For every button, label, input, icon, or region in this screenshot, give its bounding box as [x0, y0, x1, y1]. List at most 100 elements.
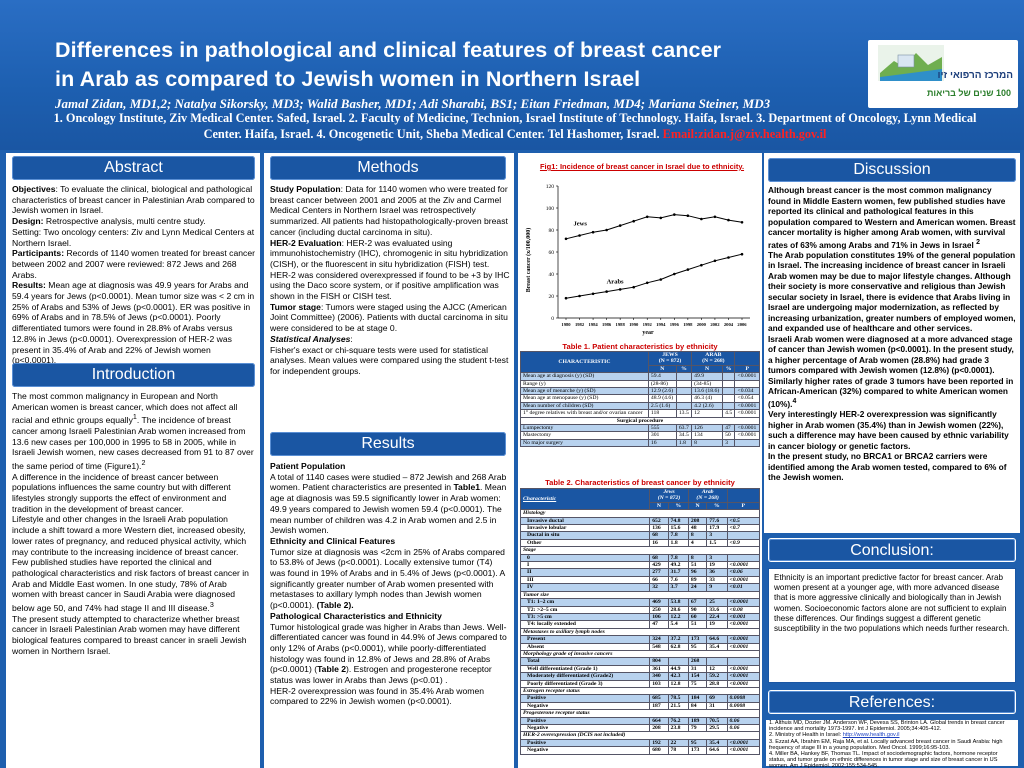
- pce-text-b: ). Estrogen and progesterone receptor st…: [270, 664, 492, 686]
- table1: CHARACTERISTIC JEWS (N = 872) ARAB (N = 26…: [520, 350, 760, 448]
- t1-h-char: CHARACTERISTIC: [520, 350, 649, 374]
- row-label: II: [519, 568, 651, 577]
- table-cell: 3: [706, 553, 728, 563]
- table-cell: 103: [649, 679, 669, 688]
- table-row: Absent 548 62.8 95 35.4 <0.0001: [519, 642, 760, 651]
- t1-h-pct1: %: [675, 364, 693, 374]
- logo-hospital-name: המרכז הרפואי זיו: [937, 70, 1013, 81]
- table-cell: 35.4: [706, 642, 728, 651]
- stats-text: Fisher's exact or chi-square tests were …: [270, 344, 509, 376]
- table-cell: 21.5: [667, 701, 689, 711]
- data-point-arabs: [632, 285, 635, 289]
- table-cell: 7.8: [667, 553, 689, 563]
- table-row: T4: locally extended 47 5.4 51 19 <0.0001: [519, 620, 760, 629]
- abstract-results-text: Mean age at diagnosis was 49.9 years for…: [12, 280, 255, 366]
- table-cell: 268: [687, 657, 708, 666]
- data-point-jews: [673, 213, 676, 216]
- health-ministry-link[interactable]: http://www.health.gov.il: [842, 732, 900, 739]
- table2-body: Histology Invasive ductal 652 74.8 208 77.6 <0…: [519, 509, 760, 755]
- table-row: Range (y) (28-86) (34-85): [520, 379, 760, 389]
- logo-graphic-icon: [878, 45, 944, 81]
- conclusion-box: Ethnicity is an important predictive fac…: [768, 568, 1016, 683]
- objectives-text: : To evaluate the clinical, biological a…: [12, 184, 255, 216]
- table-cell: <0.0001: [726, 575, 760, 585]
- row-label: Negative: [519, 723, 651, 733]
- y-tick-label: 60: [549, 250, 555, 256]
- table-cell: 555: [647, 424, 677, 433]
- abstract-body: Objectives: To evaluate the clinical, bi…: [12, 184, 256, 366]
- discussion-heading: Discussion: [768, 158, 1016, 182]
- t2-h-n1: N: [649, 501, 669, 511]
- table-row: T3: >5 cm 106 12.2 60 22.4 <0.001: [519, 612, 760, 622]
- row-label: Total: [519, 657, 651, 666]
- table-cell: <0.0001: [734, 409, 760, 418]
- t1-h-n2: N: [691, 364, 724, 374]
- table-cell: 1.8: [675, 438, 693, 448]
- table-cell: 78: [667, 746, 689, 755]
- setting-text: Setting: Two oncology centers: Ziv and L…: [12, 226, 255, 248]
- her2-label: HER-2 Evaluation: [270, 237, 342, 248]
- intro-ref-3: 3: [209, 601, 214, 610]
- logo-anniversary: 100 שנים של בריאות: [926, 88, 1011, 98]
- table-cell: 16: [647, 438, 677, 448]
- table-cell: (28-86): [647, 379, 677, 389]
- table-cell: 64.6: [706, 746, 728, 755]
- table-cell: 189: [687, 716, 708, 726]
- table-cell: <0.0001: [726, 642, 760, 651]
- table-cell: <0.06: [726, 568, 760, 577]
- table-group-row: HER-2 overexpression (DCIS not included): [520, 731, 760, 740]
- results-her2: HER-2 overexpression was found in 35.4% …: [270, 685, 484, 707]
- table-cell: <0.0001: [726, 620, 760, 629]
- table-cell: 17.9: [706, 524, 728, 533]
- table-cell: 0.06: [726, 723, 760, 733]
- group-label: Progesterone receptor status: [520, 709, 760, 718]
- chart-lines: [564, 213, 744, 300]
- table-row: Negative 208 23.8 79 29.5 0.06: [519, 723, 760, 733]
- table-cell: 66: [649, 575, 669, 585]
- t2-h-p: P: [726, 501, 760, 511]
- table-cell: [722, 379, 736, 389]
- row-label: Ductal in situ: [519, 531, 651, 540]
- x-tick-label: 2004: [724, 322, 734, 327]
- table1-grid: CHARACTERISTIC JEWS (N = 872) ARAB (N = 26…: [520, 350, 760, 448]
- table-cell: <0.0001: [734, 424, 760, 433]
- table-cell: 187: [649, 701, 669, 711]
- table-cell: 64.6: [706, 635, 728, 644]
- table-cell: [675, 401, 693, 411]
- poster-header: Differences in pathological and clinical…: [0, 0, 1024, 150]
- table-cell: 95: [687, 642, 708, 651]
- table-cell: 68: [649, 553, 669, 563]
- row-label: Well differentiated (Grade 1): [519, 664, 651, 674]
- intro-p3: Lifestyle and other changes in the Israe…: [12, 514, 247, 557]
- table-cell: [667, 657, 689, 666]
- table-row: Ductal in situ 68 7.8 8 3: [519, 531, 760, 540]
- table-cell: [675, 387, 693, 396]
- table-cell: 0.06: [726, 716, 760, 726]
- table-row: 0 68 7.8 8 3: [519, 553, 760, 563]
- table-group-row: Histology: [520, 509, 760, 518]
- x-tick-label: 1988: [616, 322, 626, 327]
- table-cell: 106: [649, 612, 669, 622]
- title-line-1: Differences in pathological and clinical…: [55, 38, 722, 62]
- group-label: HER-2 overexpression (DCIS not included): [520, 731, 760, 740]
- table-cell: [722, 401, 736, 411]
- row-label: Positive: [519, 716, 651, 726]
- row-label: Positive: [519, 738, 651, 748]
- table-cell: 8: [691, 438, 724, 448]
- row-label: Poorly differentiated (Grade 3): [519, 679, 651, 688]
- row-label: Mastectomy: [520, 431, 649, 440]
- x-tick-label: 1998: [683, 322, 693, 327]
- ecf-label: Ethnicity and Clinical Features: [270, 535, 396, 546]
- row-label: Mean age at menopause (y) (SD): [520, 394, 649, 403]
- table-row: Positive 664 76.2 189 70.5 0.06: [519, 716, 760, 726]
- table-cell: 3: [722, 438, 736, 448]
- left-column: [6, 153, 260, 768]
- references-heading: References:: [768, 690, 1016, 714]
- table-cell: 48.9 (4.6): [647, 394, 677, 403]
- t2-h-blank: [726, 488, 760, 503]
- table-cell: 49.9: [691, 372, 724, 381]
- table-cell: 31: [687, 664, 708, 674]
- table2-title: Table 2. Characteristics of breast cance…: [545, 478, 735, 487]
- table-cell: <0.08: [726, 605, 760, 614]
- intro-p2: A difference in the incidence of breast …: [12, 471, 231, 514]
